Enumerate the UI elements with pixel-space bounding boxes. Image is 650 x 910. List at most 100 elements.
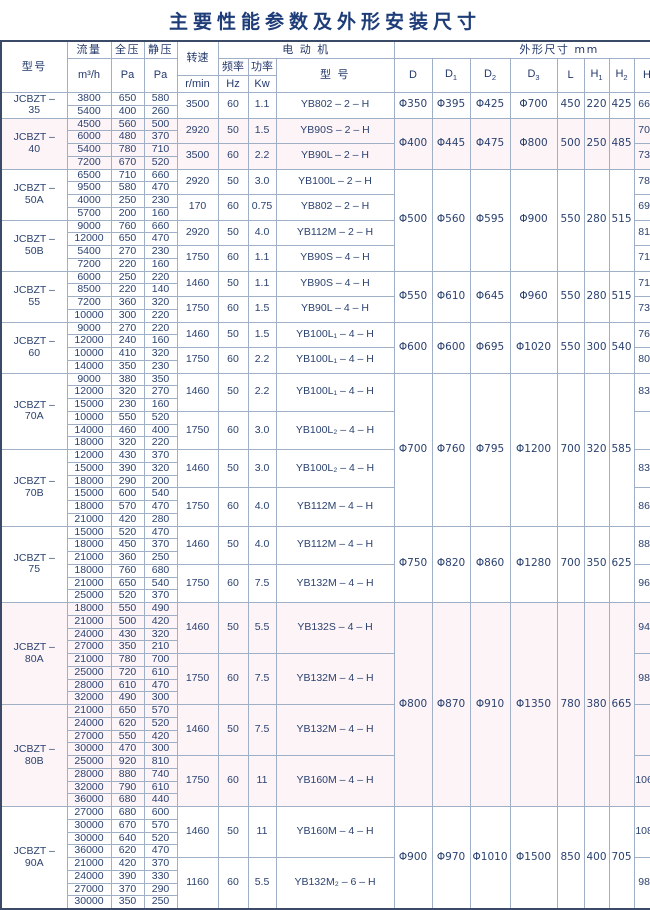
flow-value: 21000 — [66, 551, 112, 565]
power-value: 5.5 — [247, 857, 277, 910]
total-pressure-value: 270 — [110, 321, 145, 336]
header-speed: 转速 — [176, 40, 219, 76]
static-pressure-value: 420 — [143, 729, 178, 744]
header-H1: H1 — [583, 58, 610, 93]
static-pressure-value: 250 — [143, 895, 178, 910]
power-value: 0.75 — [247, 194, 277, 221]
dimension-D1: Φ970 — [431, 806, 471, 910]
header-row-2: m³/h Pa Pa 频率 功率 型 号 D D1 D2 D3 L H1 H2 … — [1, 58, 650, 93]
total-pressure-value: 420 — [110, 512, 145, 527]
flow-value: 5400 — [66, 245, 112, 259]
static-pressure-value: 580 — [143, 92, 178, 106]
static-pressure-value: 320 — [143, 461, 178, 476]
dimension-D2: Φ645 — [469, 270, 511, 323]
model-name-cell: JCBZT –50B — [0, 219, 68, 272]
frequency-value: 60 — [217, 92, 249, 119]
dimension-H1: 400 — [583, 806, 610, 910]
dimension-D2: Φ425 — [469, 92, 511, 119]
static-pressure-value: 230 — [143, 359, 178, 374]
static-pressure-value: 520 — [143, 831, 178, 846]
speed-value: 1750 — [176, 347, 219, 374]
dimension-H2: 485 — [608, 117, 635, 170]
speed-value: 1460 — [176, 270, 219, 297]
motor-model-value: YB132M – 4 – H — [275, 563, 395, 604]
power-value: 3.0 — [247, 168, 277, 195]
flow-value: 21000 — [66, 576, 112, 591]
model-name-cell: JCBZT –70A — [0, 372, 68, 450]
speed-value: 1460 — [176, 321, 219, 348]
power-value: 1.5 — [247, 321, 277, 348]
flow-value: 15000 — [66, 487, 112, 501]
total-pressure-value: 460 — [110, 423, 145, 438]
static-pressure-value: 220 — [143, 308, 178, 323]
header-model: 型号 — [0, 40, 68, 93]
power-value: 3.0 — [247, 410, 277, 451]
table-row: 25000 720 610 — [1, 665, 650, 680]
dimension-D1: Φ870 — [431, 602, 471, 807]
motor-model-value: YB132M – 4 – H — [275, 704, 395, 756]
static-pressure-value: 470 — [143, 525, 178, 540]
total-pressure-value: 450 — [110, 538, 145, 552]
dimension-D3: Φ800 — [509, 117, 558, 170]
static-pressure-value: 140 — [143, 283, 178, 297]
dimension-D2: Φ595 — [469, 168, 511, 272]
total-pressure-value: 760 — [110, 563, 145, 578]
static-pressure-value: 700 — [143, 653, 178, 667]
total-pressure-value: 560 — [110, 117, 145, 132]
motor-model-value: YB112M – 2 – H — [275, 219, 395, 246]
table-row: JCBZT –70A 9000 380 350 1460 50 2.2 YB100L₁ – 4… — [0, 372, 650, 527]
header-H2: H2 — [608, 58, 635, 93]
static-pressure-value: 490 — [143, 602, 178, 616]
total-pressure-value: 470 — [110, 742, 145, 756]
static-pressure-value: 520 — [143, 410, 178, 425]
model-name-cell: JCBZT –80B — [0, 704, 68, 807]
header-flow: 流量 — [66, 40, 112, 59]
flow-value: 21000 — [66, 512, 112, 527]
speed-value: 1460 — [176, 448, 219, 489]
static-pressure-value: 470 — [143, 232, 178, 246]
model-name-cell: JCBZT –40 — [0, 117, 68, 170]
dimension-L: 500 — [556, 117, 585, 170]
static-pressure-value: 220 — [143, 270, 178, 285]
dimension-H: 985 — [633, 653, 650, 705]
flow-value: 21000 — [66, 857, 112, 871]
flow-value: 9500 — [66, 181, 112, 195]
flow-value: 27000 — [66, 729, 112, 744]
flow-value: 6000 — [66, 130, 112, 144]
flow-value: 18000 — [66, 474, 112, 489]
total-pressure-value: 790 — [110, 780, 145, 795]
total-pressure-value: 720 — [110, 665, 145, 680]
dimension-H1: 380 — [583, 602, 610, 807]
static-pressure-value: 320 — [143, 296, 178, 310]
dimension-H2: 515 — [608, 270, 635, 323]
total-pressure-value: 640 — [110, 831, 145, 846]
flow-value: 36000 — [66, 793, 112, 807]
flow-value: 7200 — [66, 155, 112, 170]
table-row: 15000 390 320 — [1, 461, 650, 476]
dimension-H1: 280 — [583, 270, 610, 323]
frequency-value: 60 — [217, 563, 249, 604]
speed-value: 2920 — [176, 168, 219, 195]
table-row: JCBZT –80B 21000 650 570 1460 50 7.5 YB132M – 4… — [0, 704, 650, 807]
table-row: 10000 300 220 — [1, 308, 650, 323]
table-row: JCBZT –60 9000 270 220 1460 50 1.5 YB100L₁ – 4 … — [0, 321, 650, 374]
flow-value: 6500 — [66, 168, 112, 183]
static-pressure-value: 520 — [143, 716, 178, 731]
flow-value: 9000 — [66, 372, 112, 387]
header-D1: D1 — [431, 58, 471, 93]
dimension-H: 1060 — [633, 755, 650, 807]
speed-value: 1750 — [176, 245, 219, 272]
frequency-value: 60 — [217, 755, 249, 807]
dimension-D3: Φ900 — [509, 168, 558, 272]
flow-value: 7200 — [66, 296, 112, 310]
speed-value: 1460 — [176, 602, 219, 654]
dimension-D3: Φ960 — [509, 270, 558, 323]
table-row: 18000 570 470 — [1, 500, 650, 514]
flow-value: 5700 — [66, 206, 112, 221]
motor-model-value: YB160M – 4 – H — [275, 806, 395, 858]
table-row: 5400 400 260 — [1, 104, 650, 119]
dimension-D2: Φ1010 — [469, 806, 511, 910]
dimension-D3: Φ1500 — [509, 806, 558, 910]
total-pressure-value: 300 — [110, 308, 145, 323]
dimension-D: Φ800 — [393, 602, 433, 807]
